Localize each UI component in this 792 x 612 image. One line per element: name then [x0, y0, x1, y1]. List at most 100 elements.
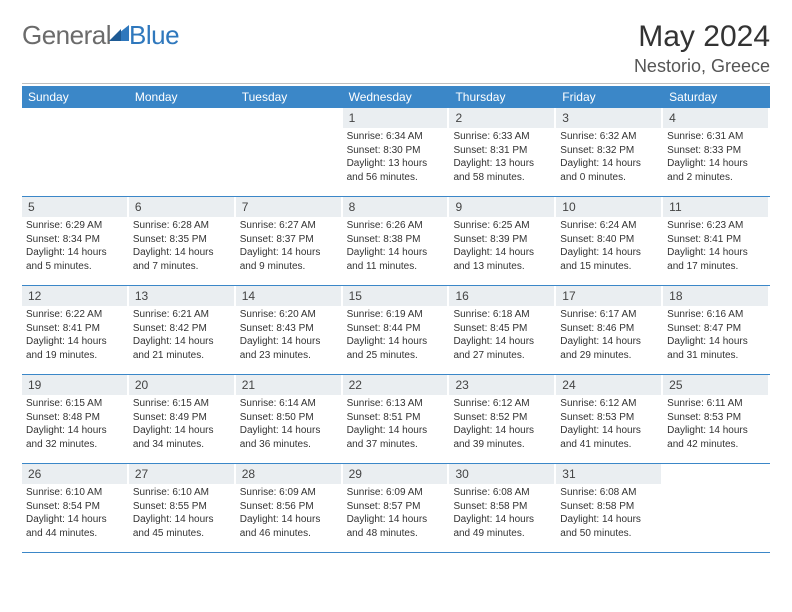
logo: General Blue — [22, 20, 179, 51]
day-number: 27 — [129, 464, 234, 484]
sunset-text: Sunset: 8:42 PM — [133, 322, 230, 336]
sunset-text: Sunset: 8:57 PM — [347, 500, 444, 514]
day-cell: 10Sunrise: 6:24 AMSunset: 8:40 PMDayligh… — [556, 197, 663, 285]
logo-text-general: General — [22, 20, 111, 51]
sunrise-text: Sunrise: 6:18 AM — [453, 308, 550, 322]
day-cell: 24Sunrise: 6:12 AMSunset: 8:53 PMDayligh… — [556, 375, 663, 463]
sunset-text: Sunset: 8:32 PM — [560, 144, 657, 158]
daylight1-text: Daylight: 14 hours — [453, 335, 550, 349]
sunrise-text: Sunrise: 6:29 AM — [26, 219, 123, 233]
daylight1-text: Daylight: 14 hours — [133, 424, 230, 438]
sunset-text: Sunset: 8:38 PM — [347, 233, 444, 247]
sunrise-text: Sunrise: 6:16 AM — [667, 308, 764, 322]
daylight1-text: Daylight: 14 hours — [560, 335, 657, 349]
sunrise-text: Sunrise: 6:15 AM — [26, 397, 123, 411]
sunrise-text: Sunrise: 6:24 AM — [560, 219, 657, 233]
week-row: 26 Sunrise: 6:10 AMSunset: 8:54 PM Dayligh… — [22, 464, 770, 553]
day-info: Sunrise: 6:20 AMSunset: 8:43 PMDaylight:… — [236, 308, 341, 362]
sunset-text: Sunset: 8:37 PM — [240, 233, 337, 247]
day-cell — [236, 108, 343, 196]
day-info: Sunrise: 6:33 AMSunset: 8:31 PMDaylight:… — [449, 130, 554, 184]
day-cell: 17Sunrise: 6:17 AMSunset: 8:46 PMDayligh… — [556, 286, 663, 374]
day-cell: 29Sunrise: 6:09 AMSunset: 8:57 PMDayligh… — [343, 464, 450, 552]
day-number: 31 — [556, 464, 661, 484]
sunset-text: Sunset: 8:40 PM — [560, 233, 657, 247]
daylight2-text: and 21 minutes. — [133, 349, 230, 363]
day-info: Sunrise: 6:09 AMSunset: 8:57 PMDaylight:… — [343, 486, 448, 540]
day-info: Sunrise: 6:17 AMSunset: 8:46 PMDaylight:… — [556, 308, 661, 362]
sunrise-text: Sunrise: 6:19 AM — [347, 308, 444, 322]
sunset-text: Sunset: 8:53 PM — [560, 411, 657, 425]
day-header: Wednesday — [343, 86, 450, 108]
day-header: Friday — [556, 86, 663, 108]
day-cell: 27Sunrise: 6:10 AMSunset: 8:55 PMDayligh… — [129, 464, 236, 552]
day-header: Tuesday — [236, 86, 343, 108]
sunrise-text: Sunrise: 6:34 AM — [347, 130, 444, 144]
daylight1-text: Daylight: 14 hours — [667, 424, 764, 438]
day-header-row: Sunday Monday Tuesday Wednesday Thursday… — [22, 86, 770, 108]
day-info: Sunrise: 6:19 AMSunset: 8:44 PMDaylight:… — [343, 308, 448, 362]
sunrise-text: Sunrise: 6:11 AM — [667, 397, 764, 411]
day-number: 24 — [556, 375, 661, 395]
sunset-text: Sunset: 8:49 PM — [133, 411, 230, 425]
day-cell — [129, 108, 236, 196]
sunrise-text: Sunrise: 6:14 AM — [240, 397, 337, 411]
day-info: Sunrise: 6:28 AMSunset: 8:35 PMDaylight:… — [129, 219, 234, 273]
sunset-text: Sunset: 8:47 PM — [667, 322, 764, 336]
day-info: Sunrise: 6:15 AMSunset: 8:48 PMDaylight:… — [22, 397, 127, 451]
day-number: 12 — [22, 286, 127, 306]
day-number: 3 — [556, 108, 661, 128]
daylight2-text: and 11 minutes. — [347, 260, 444, 274]
sunset-text: Sunset: 8:58 PM — [560, 500, 657, 514]
day-info: Sunrise: 6:34 AMSunset: 8:30 PMDaylight:… — [343, 130, 448, 184]
day-number: 2 — [449, 108, 554, 128]
day-info: Sunrise: 6:08 AMSunset: 8:58 PMDaylight:… — [556, 486, 661, 540]
day-info: Sunrise: 6:27 AMSunset: 8:37 PMDaylight:… — [236, 219, 341, 273]
daylight1-text: Daylight: 14 hours — [560, 424, 657, 438]
sunset-text: Sunset: 8:53 PM — [667, 411, 764, 425]
sunrise-text: Sunrise: 6:10 AM — [26, 486, 123, 500]
sunset-text: Sunset: 8:46 PM — [560, 322, 657, 336]
calendar: Sunday Monday Tuesday Wednesday Thursday… — [22, 86, 770, 553]
day-info: Sunrise: 6:21 AMSunset: 8:42 PMDaylight:… — [129, 308, 234, 362]
day-cell: 19Sunrise: 6:15 AMSunset: 8:48 PMDayligh… — [22, 375, 129, 463]
day-cell: 4Sunrise: 6:31 AMSunset: 8:33 PMDaylight… — [663, 108, 770, 196]
day-info: Sunrise: 6:11 AMSunset: 8:53 PMDaylight:… — [663, 397, 768, 451]
week-row: 1Sunrise: 6:34 AMSunset: 8:30 PMDaylight… — [22, 108, 770, 197]
day-number: 26 — [22, 464, 127, 484]
daylight2-text: and 17 minutes. — [667, 260, 764, 274]
sunrise-text: Sunrise: 6:33 AM — [453, 130, 550, 144]
day-cell: 22Sunrise: 6:13 AMSunset: 8:51 PMDayligh… — [343, 375, 450, 463]
day-cell: 6Sunrise: 6:28 AMSunset: 8:35 PMDaylight… — [129, 197, 236, 285]
day-header: Saturday — [663, 86, 770, 108]
daylight2-text: and 19 minutes. — [26, 349, 123, 363]
day-info: Sunrise: 6:29 AMSunset: 8:34 PMDaylight:… — [22, 219, 127, 273]
month-title: May 2024 — [634, 20, 770, 54]
header-divider — [22, 83, 770, 84]
daylight1-text: Daylight: 14 hours — [453, 246, 550, 260]
sunset-text: Sunset: 8:54 PM — [26, 500, 123, 514]
day-number: 9 — [449, 197, 554, 217]
sunrise-text: Sunrise: 6:32 AM — [560, 130, 657, 144]
sunset-text: Sunset: 8:33 PM — [667, 144, 764, 158]
daylight1-text: Daylight: 14 hours — [453, 424, 550, 438]
sunrise-text: Sunrise: 6:31 AM — [667, 130, 764, 144]
daylight1-text: Daylight: 14 hours — [453, 513, 550, 527]
sunrise-text: Sunrise: 6:26 AM — [347, 219, 444, 233]
sunset-text: Sunset: 8:41 PM — [26, 322, 123, 336]
daylight1-text: Daylight: 14 hours — [26, 335, 123, 349]
day-cell: 16Sunrise: 6:18 AMSunset: 8:45 PMDayligh… — [449, 286, 556, 374]
sunrise-text: Sunrise: 6:20 AM — [240, 308, 337, 322]
daylight1-text: Daylight: 14 hours — [26, 246, 123, 260]
daylight2-text: and 29 minutes. — [560, 349, 657, 363]
day-number: 20 — [129, 375, 234, 395]
day-info: Sunrise: 6:16 AMSunset: 8:47 PMDaylight:… — [663, 308, 768, 362]
day-header: Sunday — [22, 86, 129, 108]
day-info: Sunrise: 6:25 AMSunset: 8:39 PMDaylight:… — [449, 219, 554, 273]
day-cell: 11Sunrise: 6:23 AMSunset: 8:41 PMDayligh… — [663, 197, 770, 285]
daylight2-text: and 32 minutes. — [26, 438, 123, 452]
day-number: 17 — [556, 286, 661, 306]
week-row: 5Sunrise: 6:29 AMSunset: 8:34 PMDaylight… — [22, 197, 770, 286]
daylight2-text: and 13 minutes. — [453, 260, 550, 274]
sunrise-text: Sunrise: 6:27 AM — [240, 219, 337, 233]
